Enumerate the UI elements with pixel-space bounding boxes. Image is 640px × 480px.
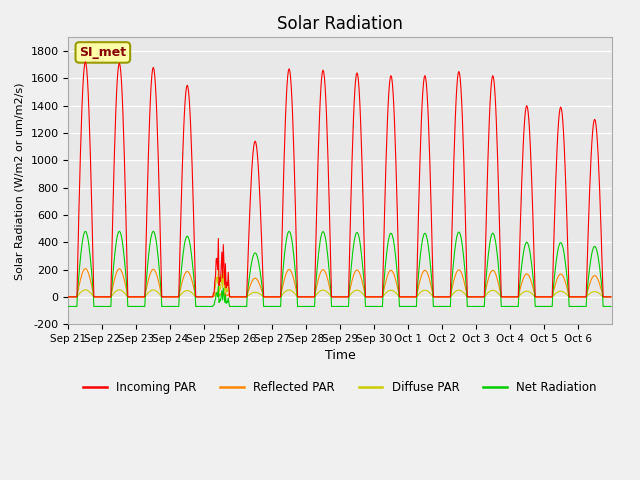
Text: SI_met: SI_met xyxy=(79,46,126,59)
Y-axis label: Solar Radiation (W/m2 or um/m2/s): Solar Radiation (W/m2 or um/m2/s) xyxy=(15,82,25,279)
Legend: Incoming PAR, Reflected PAR, Diffuse PAR, Net Radiation: Incoming PAR, Reflected PAR, Diffuse PAR… xyxy=(79,376,602,398)
X-axis label: Time: Time xyxy=(324,349,355,362)
Title: Solar Radiation: Solar Radiation xyxy=(277,15,403,33)
